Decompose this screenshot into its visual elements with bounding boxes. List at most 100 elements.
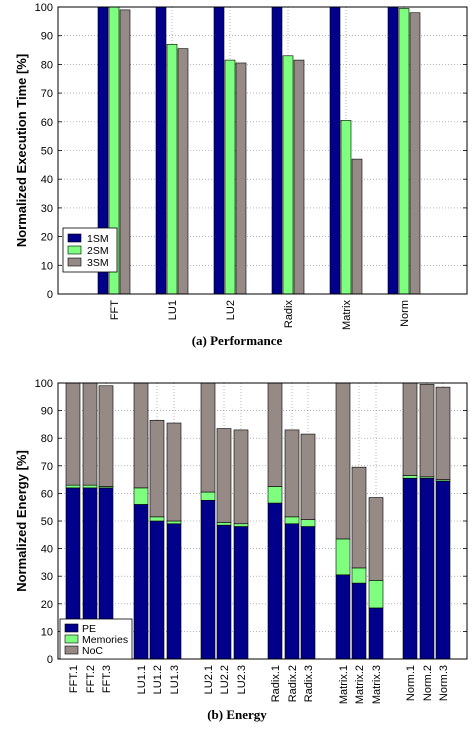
- bar-noc-norm-1: [402, 382, 418, 476]
- x-tick-label: Norm: [399, 300, 411, 327]
- y-tick-label: 90: [41, 406, 53, 418]
- bar-pe-lu2-2: [216, 524, 232, 660]
- chart-caption: (a) Performance: [192, 333, 283, 348]
- legend-swatch-pe: [64, 623, 79, 633]
- bar-2sm-norm: [398, 8, 410, 295]
- legend-swatch-1sm: [67, 233, 82, 243]
- legend-label-3sm: 3SM: [87, 257, 109, 269]
- y-tick-label: 0: [47, 654, 53, 666]
- x-tick-label: Norm.2: [422, 665, 434, 701]
- bar-memories-fft-2: [82, 484, 98, 489]
- bar-pe-matrix-2: [351, 582, 367, 660]
- bar-1sm-radix: [271, 6, 283, 295]
- x-tick-label: LU2.2: [219, 665, 231, 694]
- bar-memories-lu1-1: [133, 487, 149, 505]
- y-axis-title: Normalized Execution Time [%]: [14, 54, 29, 247]
- bar-pe-radix-1: [267, 502, 283, 660]
- bar-noc-radix-2: [284, 429, 300, 518]
- bar-2sm-radix: [282, 55, 294, 295]
- legend-swatch-3sm: [67, 257, 82, 267]
- x-tick-label: Radix.1: [270, 665, 282, 702]
- x-tick-label: Matrix: [341, 300, 353, 330]
- bar-memories-lu2-1: [200, 491, 216, 501]
- y-tick-label: 90: [41, 31, 53, 43]
- bar-memories-fft-1: [65, 484, 81, 489]
- y-tick-label: 30: [41, 203, 53, 215]
- bar-memories-matrix-3: [368, 580, 384, 609]
- x-tick-label: LU1.2: [152, 665, 164, 694]
- y-axis-title: Normalized Energy [%]: [14, 450, 29, 592]
- x-tick-label: Radix.3: [303, 665, 315, 702]
- bar-3sm-radix: [293, 59, 305, 295]
- bar-pe-matrix-3: [368, 607, 384, 660]
- chart-caption: (b) Energy: [207, 707, 267, 722]
- bar-pe-norm-3: [435, 480, 451, 660]
- bar-noc-radix-1: [267, 382, 283, 487]
- x-tick-label: FFT.1: [68, 665, 80, 693]
- bar-memories-lu2-3: [233, 523, 249, 527]
- bar-noc-matrix-2: [351, 466, 367, 569]
- bar-noc-lu2-2: [216, 428, 232, 523]
- x-tick-label: FFT.3: [101, 665, 113, 693]
- bar-1sm-lu1: [155, 6, 167, 295]
- y-tick-label: 80: [41, 59, 53, 71]
- bar-pe-radix-2: [284, 523, 300, 660]
- x-tick-label: LU2.3: [236, 665, 248, 694]
- y-tick-label: 60: [41, 117, 53, 129]
- bar-1sm-lu2: [213, 6, 225, 295]
- x-tick-label: Norm.3: [438, 665, 450, 701]
- x-tick-label: Matrix.3: [371, 665, 383, 704]
- y-tick-label: 60: [41, 488, 53, 500]
- y-tick-label: 40: [41, 174, 53, 186]
- bar-2sm-lu2: [224, 59, 236, 295]
- bar-3sm-lu1: [177, 48, 189, 295]
- y-tick-label: 30: [41, 571, 53, 583]
- y-tick-label: 40: [41, 544, 53, 556]
- x-tick-label: LU2: [225, 300, 237, 320]
- bar-noc-lu2-3: [233, 429, 249, 525]
- bar-noc-radix-3: [300, 433, 316, 520]
- bar-3sm-fft: [119, 9, 131, 295]
- legend-swatch-2sm: [67, 245, 82, 255]
- bar-memories-matrix-2: [351, 567, 367, 584]
- bar-pe-norm-2: [419, 477, 435, 660]
- bar-noc-lu1-1: [133, 382, 149, 489]
- bar-noc-fft-3: [98, 385, 114, 487]
- bar-noc-fft-1: [65, 382, 81, 486]
- x-tick-label: LU1.1: [136, 665, 148, 694]
- bar-pe-matrix-1: [335, 574, 351, 660]
- legend-label-memories: Memories: [82, 634, 128, 646]
- bar-3sm-matrix: [351, 158, 363, 295]
- performance-chart: 0 10 20 30 40 50 60 70 80 90 100 FFT LU1 LU2 Radix Matr…: [14, 2, 468, 348]
- y-tick-label: 50: [41, 146, 53, 158]
- y-tick-label: 20: [41, 599, 53, 611]
- bar-1sm-matrix: [329, 6, 341, 295]
- legend-swatch-memories: [64, 634, 79, 644]
- bar-pe-lu1-1: [133, 504, 149, 660]
- bar-memories-norm-1: [402, 475, 418, 479]
- bar-noc-fft-2: [82, 382, 98, 486]
- x-tick-label: LU1: [167, 300, 179, 320]
- bar-pe-lu2-3: [233, 526, 249, 660]
- bar-memories-radix-3: [300, 519, 316, 527]
- bar-pe-radix-3: [300, 526, 316, 660]
- bar-3sm-norm: [409, 12, 421, 295]
- bar-memories-lu1-2: [149, 516, 165, 522]
- bar-1sm-norm: [387, 6, 399, 295]
- x-tick-label: Norm.1: [405, 665, 417, 701]
- bar-noc-matrix-1: [335, 382, 351, 540]
- bar-pe-lu1-3: [166, 523, 182, 660]
- x-tick-label: Radix.2: [287, 665, 299, 702]
- bar-memories-matrix-1: [335, 538, 351, 576]
- x-tick-label: FFT.2: [85, 665, 97, 693]
- legend-swatch-noc: [64, 645, 79, 655]
- y-tick-label: 100: [35, 378, 53, 390]
- y-tick-label: 20: [41, 232, 53, 244]
- y-tick-label: 10: [41, 626, 53, 638]
- legend-label-2sm: 2SM: [87, 245, 109, 257]
- legend-label-noc: NoC: [82, 645, 103, 657]
- bar-noc-lu2-1: [200, 382, 216, 493]
- bar-memories-lu2-2: [216, 522, 232, 526]
- bar-3sm-lu2: [235, 62, 247, 295]
